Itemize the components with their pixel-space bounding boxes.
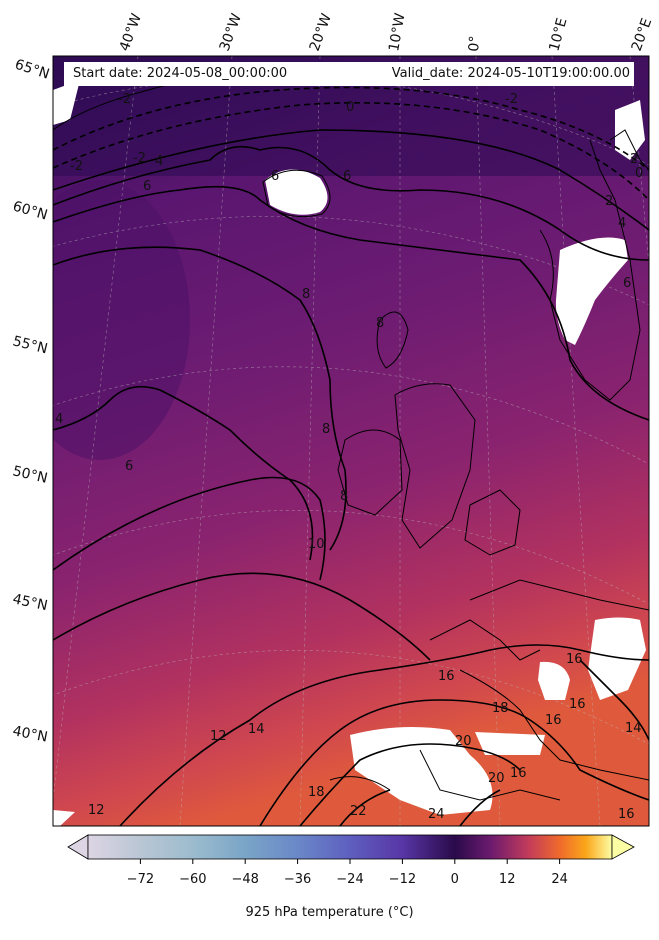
colorbar-tick-label: 24 bbox=[551, 872, 568, 887]
lat-label: 65°N bbox=[13, 57, 52, 83]
lon-label: 20°E bbox=[629, 16, 656, 53]
contour-label: 16 bbox=[569, 697, 586, 712]
colorbar-tick-label: 0 bbox=[451, 872, 459, 887]
lon-label: 40°W bbox=[117, 11, 145, 53]
contour-label: -2 bbox=[505, 92, 518, 107]
contour-label: 6 bbox=[143, 179, 151, 194]
map-frame bbox=[52, 55, 650, 827]
contour-label: 10 bbox=[308, 537, 325, 552]
colorbar-tick-label: −12 bbox=[389, 872, 416, 887]
lat-label: 50°N bbox=[11, 463, 49, 487]
valid-date: Valid_date: 2024-05-10T19:00:00.00 bbox=[391, 66, 630, 81]
colorbar-tick-label: −24 bbox=[336, 872, 363, 887]
lon-label: 10°W bbox=[386, 12, 408, 53]
colorbar-ticks: −72 −60 −48 −36 −24 −12 0 12 24 bbox=[127, 859, 568, 887]
contour-label: 6 bbox=[271, 169, 279, 184]
contour-labels: -2 -2 -2 -2 0 0 2 2 4 4 4 6 6 6 6 6 8 8 … bbox=[55, 92, 643, 822]
contour-label: 4 bbox=[618, 216, 626, 231]
contour-label: 16 bbox=[618, 807, 635, 822]
colorbar-tick-label: −72 bbox=[127, 872, 154, 887]
temperature-field: -2 -2 -2 -2 0 0 2 2 4 4 4 6 6 6 6 6 8 8 … bbox=[53, 56, 649, 826]
colorbar-tick-label: −48 bbox=[231, 872, 258, 887]
lon-label: 10°E bbox=[546, 16, 570, 53]
contour-label: 24 bbox=[428, 807, 445, 822]
contour-label: 16 bbox=[566, 652, 583, 667]
contour-label: 16 bbox=[510, 766, 527, 781]
contour-label: -2 bbox=[118, 92, 131, 107]
lon-label: 30°W bbox=[217, 11, 245, 53]
colorbar-tick-label: 12 bbox=[499, 872, 516, 887]
colorbar-high-extend bbox=[611, 834, 635, 860]
contour-label: 14 bbox=[625, 721, 642, 736]
lon-label: 20°W bbox=[307, 11, 335, 53]
contour-label: 8 bbox=[302, 287, 310, 302]
contour-label: 18 bbox=[308, 785, 325, 800]
contour-label: 12 bbox=[88, 803, 105, 818]
lat-label: 45°N bbox=[11, 591, 49, 614]
contour-label: 16 bbox=[438, 669, 455, 684]
temperature-contours bbox=[53, 86, 649, 826]
contour-label: 20 bbox=[455, 734, 472, 749]
lon-label: 0° bbox=[466, 35, 483, 52]
contour-label: 4 bbox=[55, 412, 63, 427]
colorbar-tick-label: −60 bbox=[179, 872, 206, 887]
colorbar-tick-label: −36 bbox=[284, 872, 311, 887]
contour-label: 0 bbox=[346, 100, 354, 115]
contour-label: 14 bbox=[248, 722, 265, 737]
start-date: Start date: 2024-05-08_00:00:00 bbox=[73, 66, 288, 81]
masked-terrain bbox=[53, 80, 646, 826]
contour-label: 8 bbox=[322, 422, 330, 437]
lat-label: 55°N bbox=[11, 333, 49, 357]
date-info-box: Start date: 2024-05-08_00:00:00 Valid_da… bbox=[64, 62, 634, 86]
contour-label: -2 bbox=[70, 159, 83, 174]
lat-label: 40°N bbox=[11, 723, 49, 745]
contour-label: 2 bbox=[630, 152, 638, 167]
colorbar: −72 −60 −48 −36 −24 −12 0 12 24 bbox=[67, 834, 635, 887]
contour-label: 4 bbox=[155, 154, 163, 169]
contour-label: -2 bbox=[133, 151, 146, 166]
latitude-labels: 65°N 60°N 55°N 50°N 45°N 40°N bbox=[11, 57, 51, 746]
contour-label: 18 bbox=[492, 701, 509, 716]
contour-label: 0 bbox=[635, 166, 643, 181]
contour-label: 12 bbox=[210, 729, 227, 744]
longitude-labels: 40°W 30°W 20°W 10°W 0° 10°E 20°E bbox=[117, 11, 656, 53]
contour-label: 6 bbox=[623, 276, 631, 291]
contour-label: 22 bbox=[350, 804, 367, 819]
coastlines bbox=[53, 83, 649, 801]
contour-label: 6 bbox=[125, 459, 133, 474]
contour-label: 8 bbox=[376, 316, 384, 331]
lat-label: 60°N bbox=[11, 198, 49, 223]
contour-label: 2 bbox=[605, 194, 613, 209]
colorbar-label: 925 hPa temperature (°C) bbox=[245, 905, 414, 920]
contour-label: 6 bbox=[343, 169, 351, 184]
colorbar-bar bbox=[87, 834, 613, 860]
contour-label: 20 bbox=[488, 771, 505, 786]
contour-label: 16 bbox=[545, 713, 562, 728]
colorbar-low-extend bbox=[67, 834, 89, 860]
contour-label: 8 bbox=[340, 489, 348, 504]
